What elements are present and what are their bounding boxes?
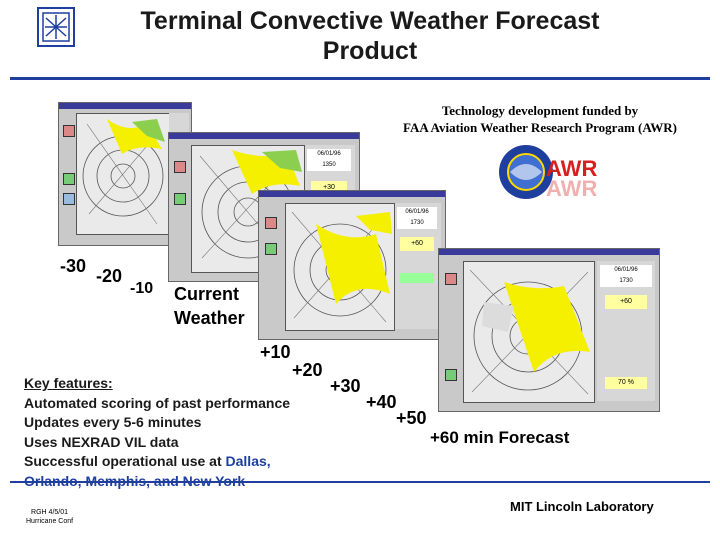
funding-line-1: Technology development funded by [441,103,639,118]
panel-2-time: 1350 [322,162,336,168]
radar-map-4 [463,261,595,403]
label-minus-10: -10 [130,280,154,297]
radar-window-3: 06/01/96 1730 +60 [258,190,446,340]
panel-3-offset: +60 [400,237,434,251]
footer-line-1: RGH 4/5/01 [31,509,69,516]
funding-text: Technology development funded by FAA Avi… [380,102,700,136]
awrp-logo-text: AWRP [546,156,598,181]
awrp-logo-icon: AWRP AWRP [499,145,598,201]
feature-item: Updates every 5-6 minutes [24,414,202,430]
label-plus-50: +50 [396,408,427,428]
label-current-weather: Current Weather [174,282,245,330]
label-plus-20: +20 [292,360,323,380]
features-heading: Key features: [24,375,113,391]
footer-credit: RGH 4/5/01 Hurricane Conf [26,508,73,526]
footer-line-2: Hurricane Conf [26,518,74,525]
page-title: Terminal Convective Weather Forecast Pro… [140,7,600,65]
radar-display-3 [291,211,392,323]
funding-line-2: FAA Aviation Weather Research Program (A… [402,120,678,135]
label-plus-10: +10 [260,342,291,362]
feature-cities-1: Dallas, [225,453,271,469]
key-features: Key features: Automated scoring of past … [24,374,364,491]
label-weather: Weather [174,308,245,328]
feature-item: Uses NEXRAD VIL data [24,433,179,450]
label-minus-20: -20 [96,266,123,286]
mit-logo-icon [37,7,75,47]
label-plus-60-forecast: +60 min Forecast [430,428,570,447]
panel-4-time: 1730 [619,278,633,284]
radar-display-4 [469,269,590,395]
footer-rule [10,481,710,483]
feature-cities-2: Orlando, Memphis, and New York [24,472,364,492]
footer-lab: MIT Lincoln Laboratory [510,499,654,514]
radar-display-2 [199,150,302,265]
label-current: Current [174,284,240,304]
panel-4-date: 06/01/96 [614,267,638,273]
panel-4-offset: +60 [605,295,647,309]
panel-3-date: 06/01/96 [405,209,429,215]
radar-display-1 [82,119,165,225]
panel-3-time: 1730 [410,220,424,226]
feature-item: Automated scoring of past performance [24,394,291,411]
panel-4-score: 70 % [605,377,647,389]
header-rule [10,77,710,80]
radar-map-3 [285,203,395,331]
feature-item-text: Successful operational use at [24,453,226,469]
radar-map-1 [76,113,170,235]
panel-2-date: 06/01/96 [317,151,341,157]
feature-item: Successful operational use at Dallas, [24,452,364,472]
svg-text:AWRP: AWRP [546,176,598,201]
label-minus-30: -30 [60,256,87,276]
label-plus-40: +40 [366,392,397,412]
label-plus-30: +30 [330,376,361,396]
radar-window-4: 06/01/96 1730 +60 70 % [438,248,660,412]
